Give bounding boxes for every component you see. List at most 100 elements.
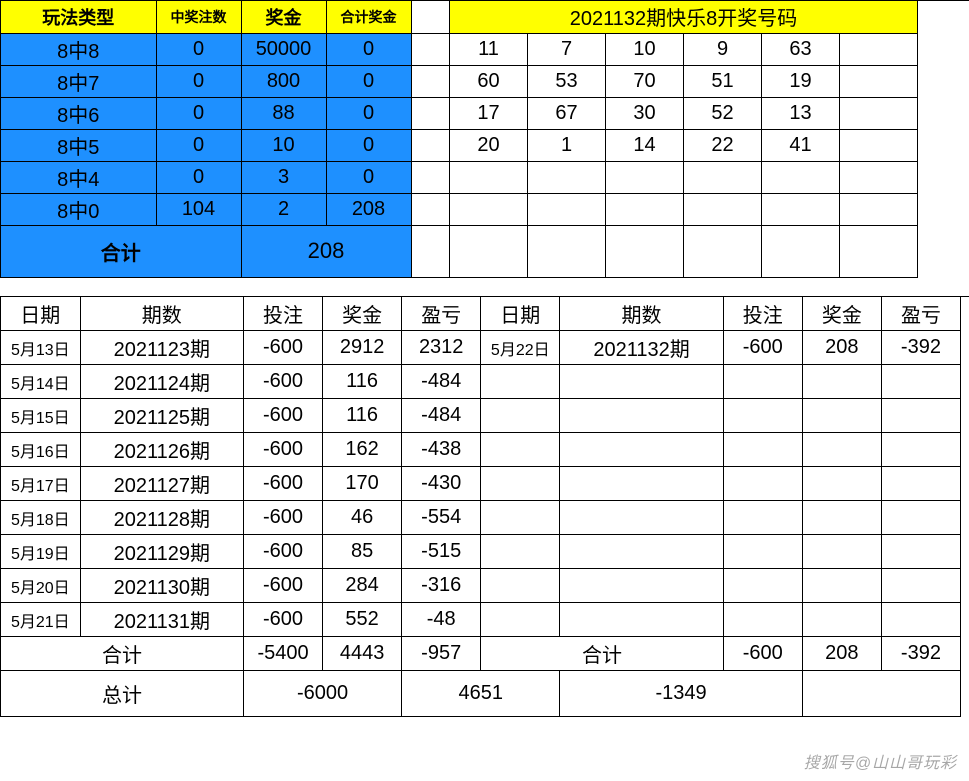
- history-cell: [481, 467, 560, 501]
- history-cell: [560, 535, 723, 569]
- history-cell: 5月18日: [1, 501, 80, 535]
- empty: [802, 671, 960, 717]
- gap-cell: [412, 1, 450, 33]
- num: 41: [762, 129, 840, 161]
- history-cell: [881, 365, 960, 399]
- empty: [684, 193, 762, 225]
- prize-h3: 奖金: [241, 1, 326, 33]
- num: 1: [528, 129, 606, 161]
- history-cell: [481, 365, 560, 399]
- history-cell: [802, 569, 881, 603]
- subtotal-label-right: 合计: [481, 637, 724, 671]
- history-cell: 2021132期: [560, 331, 723, 365]
- history-cell: [481, 433, 560, 467]
- history-cell: [802, 365, 881, 399]
- ps: 0: [326, 129, 411, 161]
- history-cell: [723, 501, 802, 535]
- history-cell: 170: [323, 467, 402, 501]
- empty: [528, 161, 606, 193]
- empty: [450, 193, 528, 225]
- sub-bet: -5400: [244, 637, 323, 671]
- hh: 奖金: [323, 297, 402, 331]
- num: 70: [606, 65, 684, 97]
- empty: [840, 193, 918, 225]
- history-cell: -600: [723, 331, 802, 365]
- history-cell: -600: [244, 365, 323, 399]
- history-cell: [802, 399, 881, 433]
- pp: 2: [241, 193, 326, 225]
- empty: [840, 225, 918, 277]
- empty: [840, 97, 918, 129]
- history-cell: [881, 569, 960, 603]
- history-cell: -600: [244, 433, 323, 467]
- num: 13: [762, 97, 840, 129]
- gap-cell: [412, 33, 450, 65]
- hh: 日期: [481, 297, 560, 331]
- empty: [450, 161, 528, 193]
- prize-table: 玩法类型 中奖注数 奖金 合计奖金 8中80500000 8中708000 8中…: [1, 1, 412, 278]
- history-cell: 2312: [402, 331, 481, 365]
- pc: 0: [156, 161, 241, 193]
- history-cell: [881, 433, 960, 467]
- history-cell: 5月22日: [481, 331, 560, 365]
- history-cell: 2912: [323, 331, 402, 365]
- history-cell: [560, 501, 723, 535]
- history-cell: [560, 569, 723, 603]
- num: 63: [762, 33, 840, 65]
- pt: 8中8: [1, 33, 156, 65]
- prize-h1: 玩法类型: [1, 1, 156, 33]
- gap-cell: [412, 129, 450, 161]
- pp: 3: [241, 161, 326, 193]
- empty: [528, 225, 606, 277]
- history-cell: 2021126期: [80, 433, 243, 467]
- history-cell: [881, 467, 960, 501]
- history-cell: 2021123期: [80, 331, 243, 365]
- gap-cell: [412, 65, 450, 97]
- history-cell: 2021124期: [80, 365, 243, 399]
- pp: 88: [241, 97, 326, 129]
- history-cell: 2021127期: [80, 467, 243, 501]
- num: 22: [684, 129, 762, 161]
- history-cell: [881, 399, 960, 433]
- history-cell: 116: [323, 365, 402, 399]
- empty: [606, 225, 684, 277]
- ps: 0: [326, 161, 411, 193]
- prize-h4: 合计奖金: [326, 1, 411, 33]
- grand-bet: -6000: [244, 671, 402, 717]
- pp: 800: [241, 65, 326, 97]
- num: 53: [528, 65, 606, 97]
- history-cell: [802, 603, 881, 637]
- hh: 期数: [560, 297, 723, 331]
- pc: 104: [156, 193, 241, 225]
- num: 51: [684, 65, 762, 97]
- empty: [684, 161, 762, 193]
- history-cell: [560, 603, 723, 637]
- history-cell: -48: [402, 603, 481, 637]
- sum-value: 208: [241, 225, 411, 277]
- gap-cell: [412, 97, 450, 129]
- gap-cell: [412, 225, 450, 277]
- gap-cell: [412, 193, 450, 225]
- history-cell: -316: [402, 569, 481, 603]
- draw-table: 2021132期快乐8开奖号码 11710963 6053705119 1767…: [412, 1, 919, 278]
- num: 14: [606, 129, 684, 161]
- hh: 奖金: [802, 297, 881, 331]
- pc: 0: [156, 129, 241, 161]
- pp: 10: [241, 129, 326, 161]
- history-cell: 2021131期: [80, 603, 243, 637]
- history-cell: -484: [402, 399, 481, 433]
- prize-h2: 中奖注数: [156, 1, 241, 33]
- history-cell: 116: [323, 399, 402, 433]
- history-cell: -600: [244, 399, 323, 433]
- empty: [762, 225, 840, 277]
- empty: [606, 193, 684, 225]
- empty: [762, 193, 840, 225]
- history-cell: -515: [402, 535, 481, 569]
- history-cell: [481, 535, 560, 569]
- history-cell: 552: [323, 603, 402, 637]
- num: 20: [450, 129, 528, 161]
- history-section: 日期 期数 投注 奖金 盈亏 日期 期数 投注 奖金 盈亏 5月13日20211…: [0, 296, 969, 718]
- empty: [840, 161, 918, 193]
- sub-pl: -392: [881, 637, 960, 671]
- history-cell: -600: [244, 467, 323, 501]
